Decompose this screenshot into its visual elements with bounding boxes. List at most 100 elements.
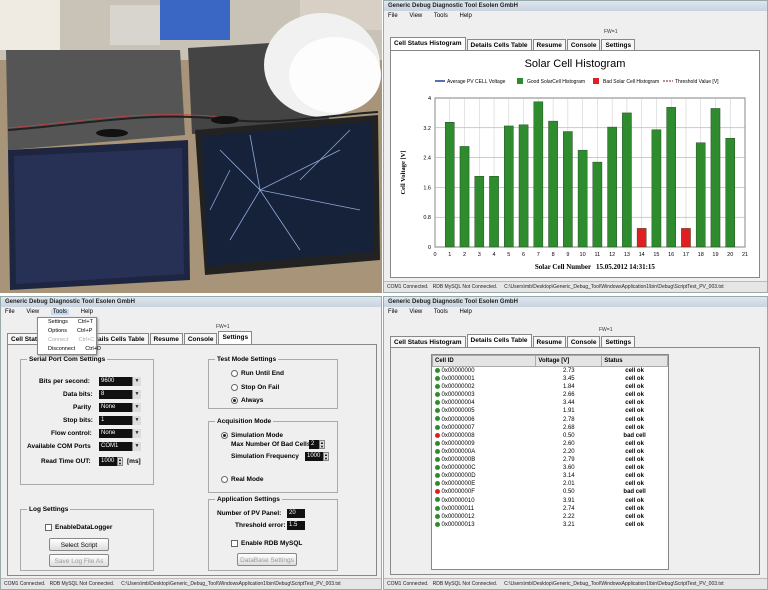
select-script-button[interactable]: Select Script bbox=[49, 538, 109, 551]
table-row[interactable]: 0x00000002 1.84 cell ok bbox=[433, 383, 668, 391]
table-row[interactable]: 0x00000008 0.50 bad cell bbox=[433, 432, 668, 440]
table-row[interactable]: 0x00000009 2.60 cell ok bbox=[433, 440, 668, 448]
table-row[interactable]: 0x0000000D 3.14 cell ok bbox=[433, 472, 668, 480]
stop-bits-value: 1 bbox=[101, 417, 105, 423]
table-row[interactable]: 0x00000010 3.91 cell ok bbox=[433, 497, 668, 505]
threshold-input[interactable]: 1.5 bbox=[287, 521, 305, 530]
stop-bits-select[interactable]: 1 ▼ bbox=[99, 416, 141, 425]
data-bits-select[interactable]: 8 ▼ bbox=[99, 390, 141, 399]
tab-console[interactable]: Console bbox=[183, 333, 218, 345]
parity-label: Parity bbox=[73, 404, 92, 411]
flow-control-select[interactable]: None ▼ bbox=[99, 429, 141, 438]
table-area: Cell ID Voltage [V] Status 0x00000000 2.7… bbox=[390, 347, 760, 575]
enable-rdb-checkbox[interactable]: Enable RDB MySQL bbox=[231, 540, 302, 547]
chart-title: Solar Cell Histogram bbox=[525, 58, 626, 70]
tab-details[interactable]: Details Cells Table bbox=[466, 334, 532, 348]
cell-voltage: 0.50 bbox=[562, 489, 575, 496]
col-cell-id[interactable]: Cell ID bbox=[432, 355, 537, 367]
menu-view[interactable]: View bbox=[26, 309, 40, 315]
table-row[interactable]: 0x00000012 2.22 cell ok bbox=[433, 513, 668, 521]
radio-circle bbox=[231, 384, 238, 391]
timeout-input[interactable]: 1000 bbox=[99, 457, 117, 466]
tab-settings[interactable]: Settings bbox=[218, 331, 253, 345]
cell-id: 0x0000000A bbox=[433, 448, 536, 456]
menu-tools[interactable]: Tools bbox=[433, 309, 448, 315]
cell-id: 0x00000012 bbox=[433, 513, 536, 521]
table-row[interactable]: 0x00000013 3.21 cell ok bbox=[433, 521, 668, 529]
tab-resume[interactable]: Resume bbox=[532, 336, 566, 348]
menu-help[interactable]: Help bbox=[459, 13, 472, 19]
menu-view[interactable]: View bbox=[409, 13, 423, 19]
tab-resume[interactable]: Resume bbox=[532, 39, 566, 51]
cell-id: 0x0000000D bbox=[433, 472, 536, 480]
sim-frequency-spinner[interactable]: ▲ ▼ bbox=[323, 452, 329, 461]
tab-resume[interactable]: Resume bbox=[149, 333, 183, 345]
col-voltage[interactable]: Voltage [V] bbox=[535, 355, 603, 367]
bits-value: 9600 bbox=[101, 378, 115, 384]
max-bad-cells-input[interactable]: 2 bbox=[309, 440, 319, 449]
menu-item-disconnect[interactable]: Disconnect Ctrl+D bbox=[38, 345, 101, 354]
tab-histogram[interactable]: Cell Status Histogram bbox=[390, 37, 466, 51]
save-log-button[interactable]: Save Log File As bbox=[49, 554, 109, 567]
real-mode-radio[interactable]: Real Mode bbox=[221, 476, 264, 483]
max-bad-cells-spinner[interactable]: ▲ ▼ bbox=[319, 440, 325, 449]
tab-details[interactable]: Details Cells Table bbox=[466, 39, 532, 51]
table-row[interactable]: 0x0000000A 2.20 cell ok bbox=[433, 448, 668, 456]
table-row[interactable]: 0x00000000 2.73 cell ok bbox=[433, 367, 668, 376]
table-row[interactable]: 0x0000000F 0.50 bad cell bbox=[433, 488, 668, 496]
table-row[interactable]: 0x0000000E 2.01 cell ok bbox=[433, 480, 668, 488]
menu-help[interactable]: Help bbox=[459, 309, 472, 315]
cell-voltage: 3.91 bbox=[562, 497, 575, 504]
parity-select[interactable]: None ▼ bbox=[99, 403, 141, 412]
menu-view[interactable]: View bbox=[409, 309, 423, 315]
timeout-spinner[interactable]: ▲ ▼ bbox=[117, 457, 123, 466]
table-row[interactable]: 0x00000004 3.44 cell ok bbox=[433, 399, 668, 407]
real-mode-label: Real Mode bbox=[231, 476, 264, 484]
cell-status: cell ok bbox=[625, 368, 644, 374]
menu-tools[interactable]: Tools bbox=[50, 309, 69, 315]
menu-tools[interactable]: Tools bbox=[433, 13, 448, 19]
table-row[interactable]: 0x0000000B 2.79 cell ok bbox=[433, 456, 668, 464]
table-row[interactable]: 0x0000000C 3.60 cell ok bbox=[433, 464, 668, 472]
stop-on-fail-radio[interactable]: Stop On Fail bbox=[231, 384, 279, 391]
database-settings-button[interactable]: DataBase Settings bbox=[237, 553, 297, 566]
tab-histogram[interactable]: Cell Status Histogram bbox=[390, 336, 466, 348]
menu-item-settings[interactable]: Settings Ctrl+T bbox=[38, 318, 96, 327]
menu-file[interactable]: File bbox=[5, 309, 15, 315]
enable-datalogger-checkbox[interactable]: EnableDataLogger bbox=[45, 524, 112, 531]
always-radio[interactable]: Always bbox=[231, 397, 263, 404]
table-row[interactable]: 0x00000001 3.45 cell ok bbox=[433, 375, 668, 383]
menu-help[interactable]: Help bbox=[80, 309, 93, 315]
simulation-mode-radio[interactable]: Simulation Mode bbox=[221, 432, 283, 439]
com-port-select[interactable]: COM1 ▼ bbox=[99, 442, 141, 451]
pv-panel-input[interactable]: 20 bbox=[287, 509, 305, 518]
tab-settings[interactable]: Settings bbox=[601, 336, 636, 348]
tools-dropdown-menu: Settings Ctrl+T Options Ctrl+P Connect Ctrl… bbox=[37, 317, 101, 355]
radio-circle bbox=[221, 476, 228, 483]
table-row[interactable]: 0x00000003 2.66 cell ok bbox=[433, 391, 668, 399]
menu-item-options[interactable]: Options Ctrl+P bbox=[38, 327, 96, 336]
table-row[interactable]: 0x00000007 2.68 cell ok bbox=[433, 424, 668, 432]
x-tick-label: 17 bbox=[683, 252, 689, 258]
settings-window: Generic Debug Diagnostic Tool Esolen Gmb… bbox=[0, 296, 382, 590]
radio-circle bbox=[231, 370, 238, 377]
table-row[interactable]: 0x00000006 2.78 cell ok bbox=[433, 416, 668, 424]
cell-id-text: 0x00000004 bbox=[441, 400, 475, 407]
menu-item-connect[interactable]: Connect Ctrl+C bbox=[38, 336, 96, 345]
cell-voltage: 3.21 bbox=[562, 521, 575, 528]
stop-bits-label: Stop bits: bbox=[63, 417, 93, 424]
bits-select[interactable]: 9600 ▼ bbox=[99, 377, 141, 386]
sim-frequency-input[interactable]: 1000 bbox=[305, 452, 323, 461]
menu-file[interactable]: File bbox=[388, 309, 398, 315]
tab-console[interactable]: Console bbox=[566, 39, 601, 51]
window-title: Generic Debug Diagnostic Tool Esolen Gmb… bbox=[1, 297, 381, 307]
run-until-end-radio[interactable]: Run Until End bbox=[231, 370, 284, 377]
bar-cell-12 bbox=[607, 126, 617, 248]
cell-voltage: 3.45 bbox=[562, 376, 575, 383]
col-status[interactable]: Status bbox=[601, 355, 668, 367]
tab-settings[interactable]: Settings bbox=[601, 39, 636, 51]
tab-console[interactable]: Console bbox=[566, 336, 601, 348]
table-row[interactable]: 0x00000011 2.74 cell ok bbox=[433, 505, 668, 513]
menu-file[interactable]: File bbox=[388, 13, 398, 19]
table-row[interactable]: 0x00000005 1.91 cell ok bbox=[433, 407, 668, 415]
